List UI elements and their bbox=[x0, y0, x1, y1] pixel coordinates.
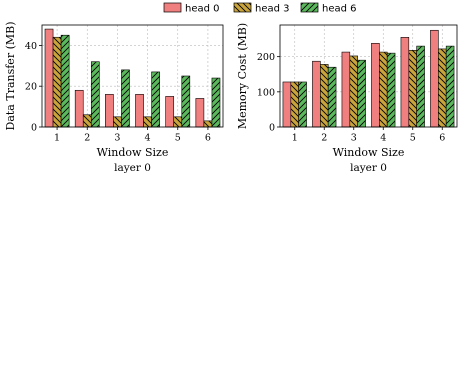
y-axis-label: Memory Cost (MB) bbox=[236, 23, 249, 129]
y-tick-label: 0 bbox=[269, 123, 275, 134]
bar bbox=[82, 114, 92, 128]
legend-label: head 0 bbox=[185, 4, 220, 15]
bar bbox=[211, 77, 221, 128]
plot-frame bbox=[279, 24, 458, 128]
bar bbox=[173, 116, 183, 128]
plot-frame bbox=[41, 24, 224, 128]
legend-item: head 3 bbox=[233, 2, 290, 15]
legend-item: head 6 bbox=[300, 2, 357, 15]
bar bbox=[371, 42, 380, 128]
bar bbox=[312, 60, 321, 128]
bar bbox=[341, 51, 351, 128]
bar bbox=[320, 64, 329, 128]
bar bbox=[438, 48, 447, 128]
bar bbox=[60, 34, 70, 128]
x-tick-label: 1 bbox=[54, 133, 60, 144]
legend-swatch bbox=[163, 2, 182, 13]
y-tick-label: 100 bbox=[257, 87, 275, 98]
bar bbox=[203, 120, 213, 128]
chart-caption: layer 0 bbox=[350, 162, 387, 174]
legend-label: head 3 bbox=[255, 4, 290, 15]
x-tick-label: 5 bbox=[410, 133, 416, 144]
bar bbox=[143, 116, 152, 128]
bar bbox=[195, 98, 205, 128]
x-tick-label: 6 bbox=[205, 133, 211, 144]
x-tick-label: 5 bbox=[175, 133, 181, 144]
bar bbox=[121, 69, 130, 128]
bar bbox=[165, 96, 175, 128]
x-axis-label: Window Size bbox=[97, 146, 169, 159]
x-tick-label: 2 bbox=[321, 133, 327, 144]
bar bbox=[298, 81, 307, 128]
chart-caption: layer 0 bbox=[114, 162, 151, 174]
legend-label: head 6 bbox=[322, 4, 357, 15]
x-tick-label: 3 bbox=[351, 133, 357, 144]
x-tick-label: 4 bbox=[145, 133, 151, 144]
bar bbox=[430, 29, 439, 128]
y-tick-label: 200 bbox=[257, 52, 275, 63]
bar bbox=[282, 81, 292, 128]
legend-item: head 0 bbox=[163, 2, 220, 15]
bar bbox=[349, 55, 358, 128]
bar bbox=[386, 52, 396, 128]
bar bbox=[151, 71, 160, 128]
x-tick-label: 1 bbox=[292, 133, 298, 144]
bar bbox=[400, 37, 410, 128]
chart-layer0-data-transfer: 0 20 40 1 2 3 4 5 6 Window Size Data Transfer (MB)… bbox=[4, 21, 224, 174]
bar bbox=[44, 28, 54, 128]
bar bbox=[357, 59, 366, 128]
bar bbox=[416, 45, 425, 128]
bar bbox=[113, 116, 122, 128]
x-axis-label: Window Size bbox=[333, 146, 405, 159]
bar bbox=[290, 81, 299, 128]
legend-swatch bbox=[233, 2, 252, 13]
bar bbox=[135, 94, 144, 128]
legend: head 0 head 3 head 6 bbox=[163, 2, 357, 15]
legend-swatch bbox=[300, 2, 319, 13]
y-tick-label: 40 bbox=[25, 41, 37, 52]
x-tick-label: 6 bbox=[439, 133, 445, 144]
y-tick-label: 20 bbox=[25, 82, 37, 93]
bar bbox=[90, 61, 100, 128]
bar bbox=[327, 66, 337, 128]
bar bbox=[445, 45, 455, 128]
bar bbox=[52, 36, 62, 128]
bar bbox=[379, 51, 388, 128]
y-tick-label: 0 bbox=[31, 123, 37, 134]
x-tick-label: 3 bbox=[114, 133, 120, 144]
chart-layer0-memory-cost: 0 100 200 1 2 3 4 5 6 Window Size Memory Cost (MB)… bbox=[236, 23, 458, 174]
bar bbox=[181, 75, 191, 128]
x-tick-label: 2 bbox=[84, 133, 90, 144]
bar bbox=[408, 50, 417, 128]
x-tick-label: 4 bbox=[380, 133, 386, 144]
bar bbox=[74, 89, 84, 128]
y-axis-label: Data Transfer (MB) bbox=[4, 21, 17, 130]
bar bbox=[105, 94, 114, 128]
